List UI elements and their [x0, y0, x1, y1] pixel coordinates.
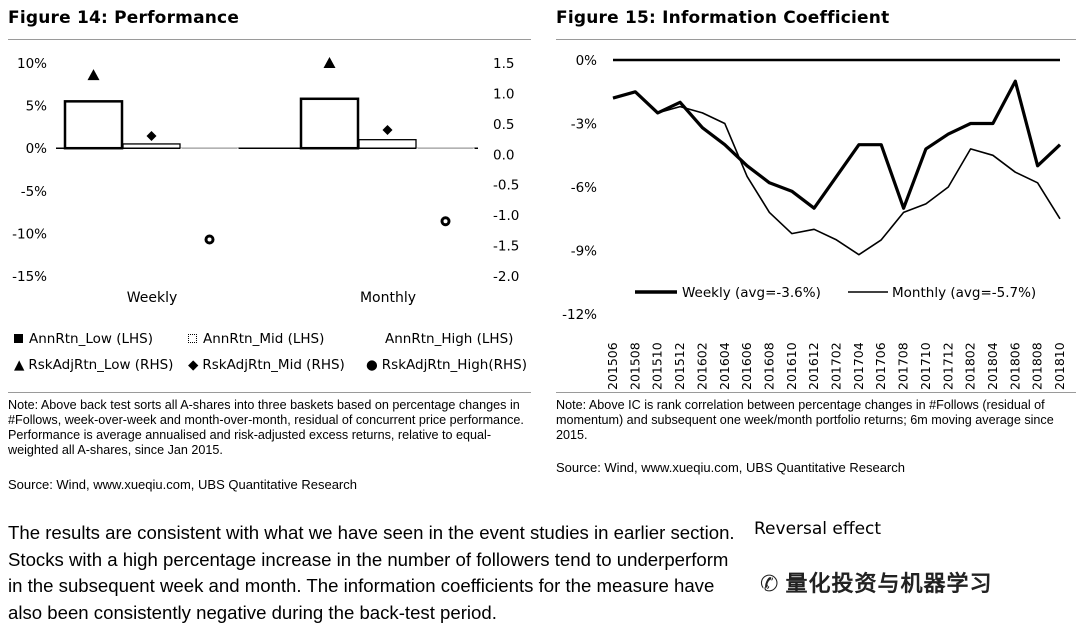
figure-15-title: Figure 15: Information Coefficient — [556, 8, 890, 28]
right-axis-tick-label: -1.5 — [493, 239, 519, 255]
diamond-icon: ◆ — [188, 357, 199, 373]
x-axis-tick-label: 201804 — [985, 342, 1000, 390]
left-axis-tick-label: 0% — [26, 141, 48, 157]
category-label: Monthly — [360, 290, 416, 306]
x-axis-tick-label: 201708 — [896, 342, 911, 390]
legend-label: RskAdjRtn_Low (RHS) — [28, 357, 174, 373]
x-axis-tick-label: 201706 — [873, 342, 888, 390]
filled-square-icon — [14, 334, 23, 343]
left-axis-tick-label: -15% — [12, 269, 47, 285]
marker-rskadj-mid — [382, 124, 393, 135]
figure-14-source: Source: Wind, www.xueqiu.com, UBS Quanti… — [8, 477, 357, 492]
x-axis-tick-label: 201704 — [851, 342, 866, 390]
right-axis-tick-label: 1.5 — [493, 56, 514, 72]
bar-annrtn-mid — [122, 143, 181, 149]
legend-label: RskAdjRtn_Mid (RHS) — [202, 357, 345, 373]
x-axis-tick-label: 201710 — [918, 342, 933, 390]
y-axis-tick-label: -9% — [571, 244, 597, 260]
monthly-ic-line — [612, 90, 1061, 256]
left-axis-tick-label: -10% — [12, 226, 47, 242]
triangle-icon: ▲ — [14, 357, 25, 373]
figure-15-bottom-rule — [556, 392, 1076, 393]
outline-square-icon — [370, 334, 379, 343]
x-axis-tick-label: 201802 — [963, 342, 978, 390]
x-axis-tick-label: 201604 — [717, 342, 732, 390]
y-axis-tick-label: -3% — [571, 117, 597, 133]
legend-rskadj-low: ▲ RskAdjRtn_Low (RHS) — [14, 357, 173, 373]
legend-label: AnnRtn_High (LHS) — [385, 331, 514, 347]
legend-annrtn-high: AnnRtn_High (LHS) — [370, 331, 513, 347]
watermark-text: 量化投资与机器学习 — [785, 572, 993, 597]
left-axis-tick-label: 5% — [26, 99, 48, 115]
figure-15-top-rule — [556, 39, 1076, 40]
left-axis-tick-label: 10% — [17, 56, 47, 72]
right-axis-tick-label: -0.5 — [493, 178, 519, 194]
weekly-legend-label: Weekly (avg=-3.6%) — [682, 285, 821, 301]
y-axis-tick-label: -12% — [562, 307, 597, 323]
x-axis-tick-label: 201606 — [739, 342, 754, 390]
bar-annrtn-low — [63, 100, 124, 150]
x-axis-tick-label: 201602 — [694, 342, 709, 390]
category-label: Weekly — [127, 290, 178, 306]
legend-label: AnnRtn_Low (LHS) — [29, 331, 153, 347]
legend-annrtn-low: AnnRtn_Low (LHS) — [14, 331, 153, 347]
left-axis-tick-label: -5% — [21, 184, 47, 200]
figure-14-bottom-rule — [8, 392, 531, 393]
legend-label: RskAdjRtn_High(RHS) — [381, 357, 527, 373]
x-axis-tick-label: 201806 — [1007, 342, 1022, 390]
y-axis-tick-label: 0% — [576, 53, 598, 69]
right-axis-tick-label: 0.5 — [493, 117, 514, 133]
x-axis-tick-label: 201612 — [806, 342, 821, 390]
x-axis-tick-label: 201610 — [784, 342, 799, 390]
right-axis-tick-label: -1.0 — [493, 208, 519, 224]
figure-15-source: Source: Wind, www.xueqiu.com, UBS Quanti… — [556, 460, 905, 475]
legend-annrtn-mid: AnnRtn_Mid (LHS) — [188, 331, 324, 347]
marker-rskadj-high-center — [207, 237, 212, 242]
x-axis-tick-label: 201508 — [627, 342, 642, 390]
weekly-ic-line — [612, 79, 1062, 210]
figure-14-top-rule — [8, 39, 531, 40]
x-axis-tick-label: 201512 — [672, 342, 687, 390]
bar-annrtn-high — [416, 147, 475, 153]
side-heading: Reversal effect — [754, 519, 882, 539]
legend-rskadj-mid: ◆ RskAdjRtn_Mid (RHS) — [188, 357, 345, 373]
x-axis-tick-label: 201608 — [761, 342, 776, 390]
information-coefficient-chart: 0% -3% -6% -9% -12% 201506 201508 201510 201512… — [562, 53, 1067, 390]
marker-rskadj-low — [323, 57, 336, 68]
y-axis-tick-label: -6% — [571, 180, 597, 196]
x-axis-tick-label: 201506 — [605, 342, 620, 390]
body-paragraph: The results are consistent with what we … — [8, 522, 735, 623]
legend-rskadj-high: ● RskAdjRtn_High(RHS) — [366, 357, 527, 373]
marker-rskadj-low — [87, 69, 100, 81]
wechat-icon: ✆ — [760, 572, 780, 597]
marker-rskadj-high-center — [443, 219, 448, 224]
legend-label: AnnRtn_Mid (LHS) — [203, 331, 325, 347]
bar-annrtn-high — [180, 147, 239, 153]
x-axis-tick-label: 201702 — [829, 342, 844, 390]
circle-icon: ● — [366, 357, 378, 373]
x-axis-tick-label: 201810 — [1052, 342, 1067, 390]
monthly-legend-label: Monthly (avg=-5.7%) — [892, 285, 1036, 301]
marker-rskadj-mid — [146, 131, 157, 142]
bar-annrtn-mid — [358, 139, 417, 149]
right-axis-tick-label: 0.0 — [493, 147, 514, 163]
wechat-watermark: ✆ 量化投资与机器学习 — [760, 566, 992, 598]
x-axis-tick-label: 201712 — [940, 342, 955, 390]
figure-14-note: Note: Above back test sorts all A-shares… — [8, 398, 524, 457]
dotted-square-icon — [188, 334, 197, 343]
bar-annrtn-low — [299, 97, 360, 150]
performance-chart: 10% 5% 0% -5% -10% -15% 1.5 1.0 0.5 0.0 -0.5 -1.0 -… — [12, 56, 519, 306]
right-axis-tick-label: -2.0 — [493, 269, 519, 285]
x-axis-tick-label: 201808 — [1030, 342, 1045, 390]
figure-15-note: Note: Above IC is rank correlation betwe… — [556, 398, 1054, 442]
figure-14-title: Figure 14: Performance — [8, 8, 240, 28]
right-axis-tick-label: 1.0 — [493, 86, 514, 102]
x-axis-tick-label: 201510 — [650, 342, 665, 390]
